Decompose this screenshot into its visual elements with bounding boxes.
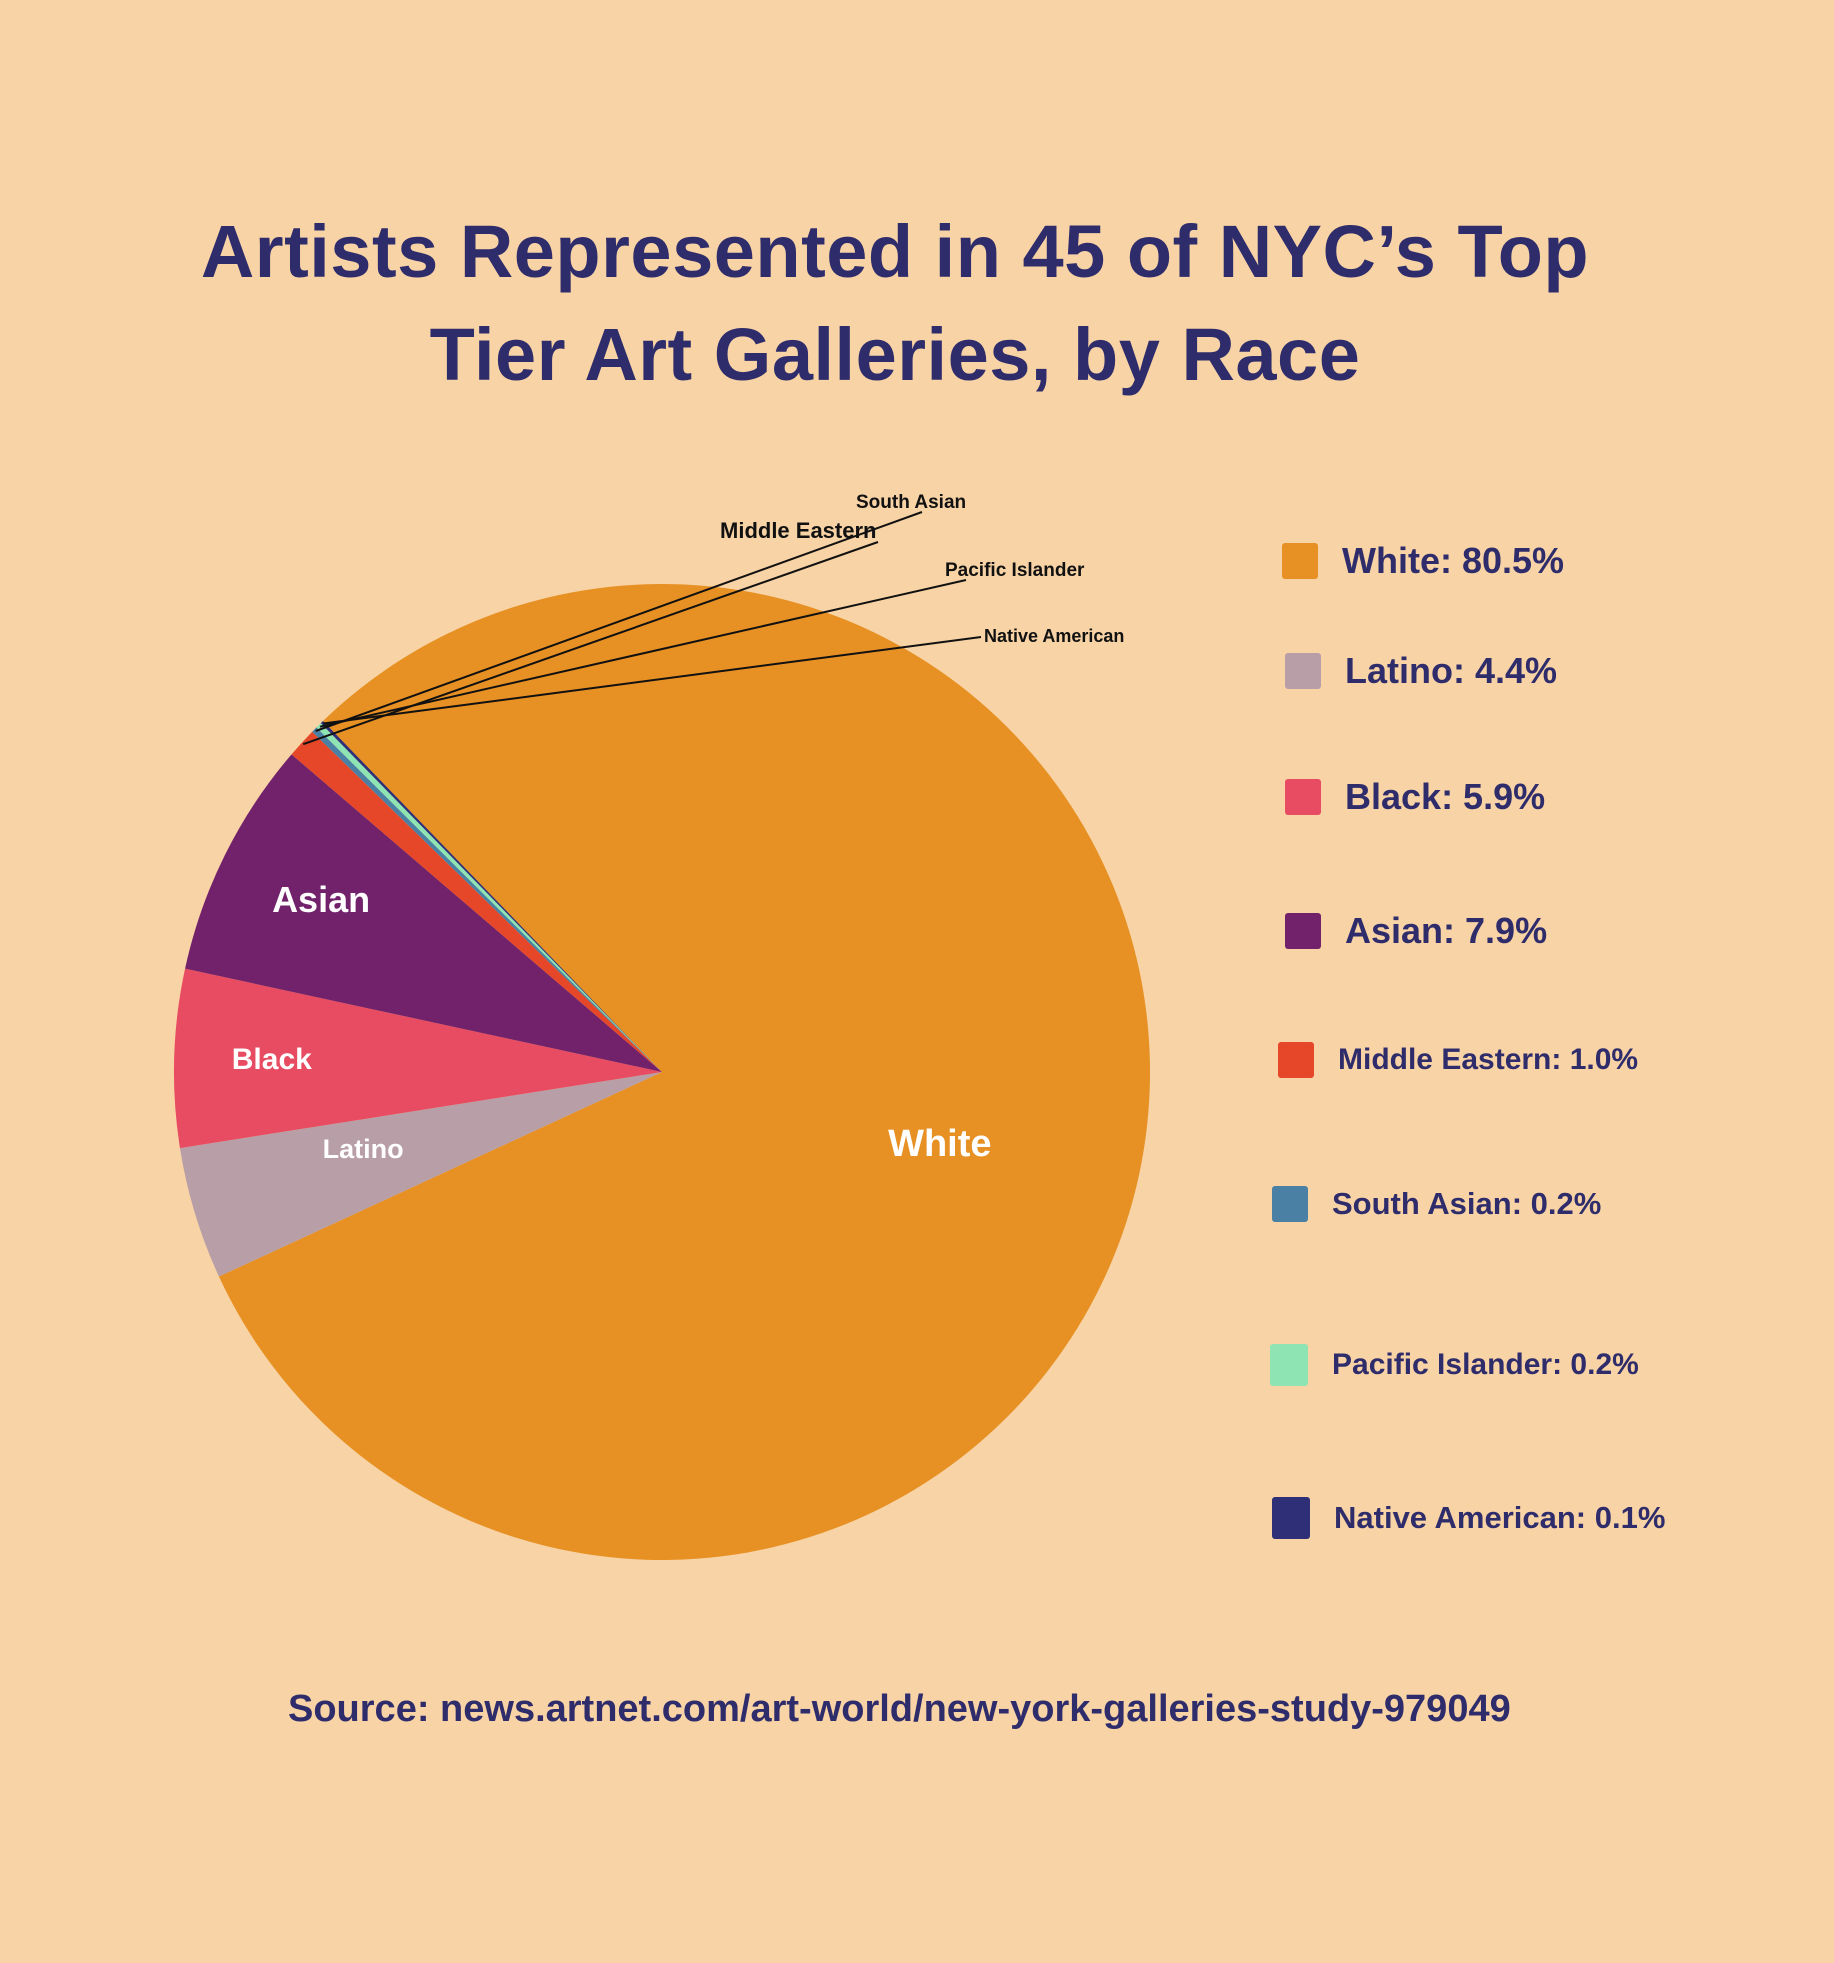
slice-label-black: Black bbox=[232, 1043, 312, 1076]
pie-slices bbox=[174, 584, 1151, 1561]
pie-slice-middle-eastern bbox=[291, 731, 662, 1072]
legend-swatch-latino bbox=[1285, 653, 1321, 689]
pie-slice-south-asian bbox=[312, 727, 662, 1072]
slice-label-asian: Asian bbox=[272, 879, 370, 920]
legend-label-white: White: 80.5% bbox=[1342, 540, 1565, 581]
leader-line-native-american bbox=[323, 636, 982, 725]
legend-item-middle-eastern: Middle Eastern: 1.0% bbox=[1278, 1042, 1638, 1078]
legend-item-white: White: 80.5% bbox=[1282, 540, 1564, 582]
legend-swatch-south-asian bbox=[1272, 1186, 1308, 1222]
legend-item-asian: Asian: 7.9% bbox=[1285, 910, 1547, 952]
legend-label-south-asian: South Asian: 0.2% bbox=[1332, 1186, 1602, 1221]
legend-label-pacific-islander: Pacific Islander: 0.2% bbox=[1332, 1348, 1639, 1381]
source-note: Source: news.artnet.com/art-world/new-yo… bbox=[288, 1688, 1511, 1730]
callout-label-middle-eastern: Middle Eastern bbox=[720, 518, 876, 543]
legend-swatch-native-american bbox=[1272, 1497, 1310, 1539]
legend-item-pacific-islander: Pacific Islander: 0.2% bbox=[1270, 1344, 1639, 1386]
leader-line-middle-eastern bbox=[302, 541, 879, 746]
legend-swatch-pacific-islander bbox=[1270, 1344, 1308, 1386]
slice-label-latino: Latino bbox=[323, 1134, 404, 1164]
callout-label-south-asian: South Asian bbox=[856, 492, 966, 513]
chart-title: Artists Represented in 45 of NYC’s Top T… bbox=[0, 200, 1790, 406]
slice-labels: White Latino Black Asian Middle Eastern South… bbox=[232, 492, 1125, 1165]
legend-swatch-middle-eastern bbox=[1278, 1042, 1314, 1078]
callout-label-pacific-islander: Pacific Islander bbox=[945, 560, 1085, 581]
chart-title-line-2: Tier Art Galleries, by Race bbox=[429, 313, 1361, 396]
legend-label-latino: Latino: 4.4% bbox=[1345, 650, 1558, 691]
legend-swatch-black bbox=[1285, 779, 1321, 815]
legend-label-native-american: Native American: 0.1% bbox=[1334, 1500, 1666, 1535]
legend-swatch-white bbox=[1282, 543, 1318, 579]
chart-title-line-1: Artists Represented in 45 of NYC’s Top bbox=[200, 210, 1590, 293]
legend-item-south-asian: South Asian: 0.2% bbox=[1272, 1186, 1601, 1222]
pie-slice-native-american bbox=[320, 720, 662, 1072]
legend-label-asian: Asian: 7.9% bbox=[1345, 910, 1548, 951]
pie-slice-white bbox=[218, 584, 1151, 1561]
pie-slice-pacific-islander bbox=[316, 723, 662, 1072]
pie-slice-latino bbox=[179, 1072, 662, 1277]
callout-leader-lines bbox=[302, 511, 982, 746]
pie-slice-black bbox=[174, 968, 662, 1149]
leader-line-pacific-islander bbox=[319, 579, 967, 728]
legend-item-black: Black: 5.9% bbox=[1285, 776, 1545, 818]
legend-label-black: Black: 5.9% bbox=[1345, 776, 1546, 817]
legend-label-middle-eastern: Middle Eastern: 1.0% bbox=[1338, 1043, 1639, 1076]
legend-swatch-asian bbox=[1285, 913, 1321, 949]
slice-label-white: White bbox=[888, 1123, 991, 1165]
pie-slice-asian bbox=[185, 754, 662, 1072]
leader-line-south-asian bbox=[315, 511, 923, 732]
legend-item-latino: Latino: 4.4% bbox=[1285, 650, 1557, 692]
legend-item-native-american: Native American: 0.1% bbox=[1272, 1497, 1665, 1539]
callout-label-native-american: Native American bbox=[984, 626, 1124, 646]
